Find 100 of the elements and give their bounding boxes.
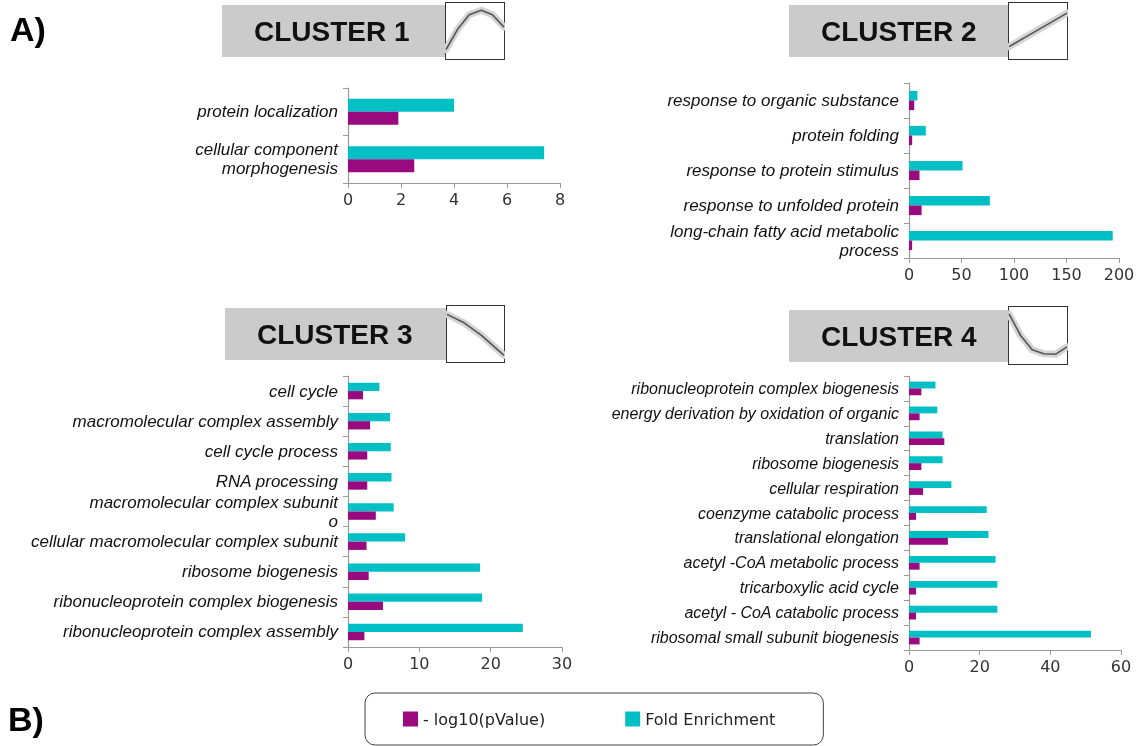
bar [348,98,454,112]
x-tick-label: 20 [480,653,501,673]
y-tick-label: cell cycle [269,381,338,401]
bar [909,170,920,181]
y-tick-label: acetyl -CoA metabolic process [683,554,899,572]
x-tick-label: 60 [1110,656,1132,676]
bar [909,463,922,471]
x-tick-label: 0 [342,653,354,673]
bar [909,90,918,101]
text: B) [8,700,44,738]
bar [909,562,920,570]
bar [348,563,480,572]
x-tick-label: 0 [903,656,915,676]
y-tick-label: tricarboxylic acid cycle [739,579,900,597]
bar [909,160,963,171]
x-tick-label: 100 [998,264,1030,284]
bar [909,413,920,421]
y-tick-label: protein folding [791,126,900,145]
bar [348,421,371,430]
bar [909,431,943,439]
y-tick-label: ribosome biogenesis [752,454,899,472]
y-tick-label: ribonucleoprotein complex biogenesis [631,379,899,397]
legend-label: - log10(pValue) [423,709,546,729]
chart-title: CLUSTER 3 [257,318,413,350]
y-tick-label: cellular respiration [769,479,900,497]
legend-label: Fold Enrichment [645,709,776,729]
bar [348,443,391,452]
y-tick-label: cell cycle process [204,441,339,461]
y-tick-label: response to organic substance [667,91,899,110]
y-tick-label: ribosome biogenesis [182,562,339,582]
bar [348,451,368,460]
y-tick-label: ribosomal small subunit biogenesis [650,629,899,647]
bar [909,481,952,489]
x-tick-label: 10 [409,653,430,673]
x-tick-label: 30 [551,653,573,673]
bar [909,205,922,216]
y-tick-label: long-chain fatty acid metabolic process [670,221,900,260]
y-tick-label: ribonucleoprotein complex assembly [63,622,340,642]
y-tick-label: energy derivation by oxidation of organic [611,404,899,422]
bar [348,571,369,580]
bar [348,391,363,400]
bar [909,637,920,645]
bar [909,240,913,251]
y-tick-label: cellular component morphogenesis [195,140,340,179]
bar [348,623,523,632]
bar [348,601,383,611]
x-tick-label: 2 [395,189,407,209]
bar [909,438,945,446]
y-tick-label: coenzyme catabolic process [698,504,899,522]
bar [348,146,545,160]
bar [909,531,989,538]
bar [909,125,926,136]
x-tick-label: 50 [951,264,972,284]
bar [909,587,917,595]
x-tick-label: 20 [969,656,990,676]
chart-title: CLUSTER 4 [821,320,977,352]
bar [909,537,948,545]
x-tick-label: 4 [448,189,460,209]
chart-title: CLUSTER 1 [254,15,410,47]
bar [348,511,376,520]
x-tick-label: 0 [342,189,354,209]
bar [348,481,368,490]
bar [909,506,987,513]
x-tick-label: 8 [554,189,566,209]
y-tick-label: protein localization [196,102,338,122]
x-tick-label: 150 [1051,264,1082,284]
bar [909,488,924,495]
y-tick-label: response to unfolded protein [683,196,899,215]
y-tick-label: translational elongation [734,529,900,547]
bar [348,533,406,542]
bar [348,593,483,602]
y-tick-label: translation [825,429,900,447]
bar [909,135,913,146]
y-tick-label: response to protein stimulus [686,161,900,180]
bar [909,230,1113,241]
bar [348,159,415,173]
bar [348,503,394,512]
y-tick-label: ribonucleoprotein complex biogenesis [53,592,339,612]
y-tick-label: acetyl - CoA catabolic process [684,604,899,622]
chart-title: CLUSTER 2 [821,15,977,47]
bar [909,388,922,396]
x-tick-label: 6 [501,189,513,209]
bar [909,555,996,563]
bar [909,605,998,613]
bar [909,195,990,206]
bar [909,580,998,588]
bar [348,382,380,392]
bar [909,456,943,464]
bar [909,630,1091,638]
x-tick-label: 200 [1103,264,1135,284]
y-tick-label: RNA processing [215,471,339,491]
bar [348,412,391,422]
y-tick-label: macromolecular complex assembly [72,411,340,431]
x-tick-label: 0 [903,264,915,284]
text: A) [10,10,46,48]
bar [348,111,399,125]
y-tick-label: macromolecular complex subunit o [89,492,340,531]
bar [348,541,367,550]
bar [909,513,917,520]
bar [348,631,365,641]
